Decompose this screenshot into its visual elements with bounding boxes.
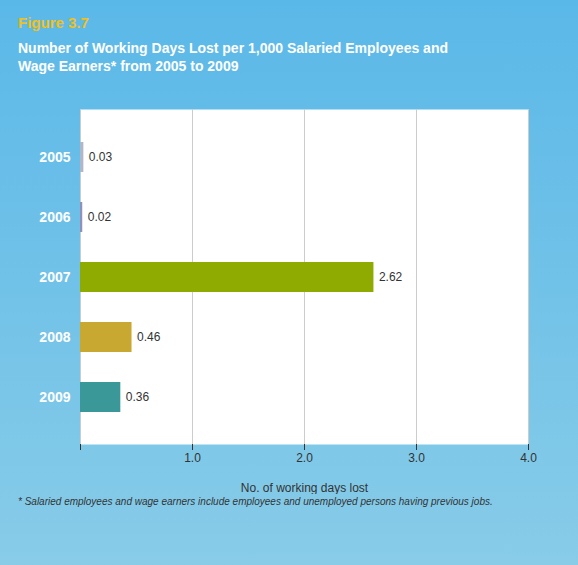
svg-text:3.0: 3.0 bbox=[408, 451, 425, 465]
svg-text:2008: 2008 bbox=[39, 329, 70, 345]
svg-text:1.0: 1.0 bbox=[184, 451, 201, 465]
svg-text:0.46: 0.46 bbox=[137, 330, 161, 344]
html-text:* Salaried employees and wage: * Salaried employees and wage earners in… bbox=[18, 496, 493, 507]
svg-text:2007: 2007 bbox=[39, 269, 70, 285]
svg-text:2005: 2005 bbox=[39, 149, 70, 165]
svg-text:2006: 2006 bbox=[39, 209, 70, 225]
svg-text:2009: 2009 bbox=[39, 389, 70, 405]
svg-text:0.02: 0.02 bbox=[88, 210, 112, 224]
svg-text:No. of working days lost: No. of working days lost bbox=[241, 481, 369, 495]
svg-text:2.0: 2.0 bbox=[296, 451, 313, 465]
html-text:Wage Earners* from 2005 to 200: Wage Earners* from 2005 to 2009 bbox=[18, 58, 239, 74]
svg-text:2.62: 2.62 bbox=[379, 270, 403, 284]
svg-text:0.36: 0.36 bbox=[126, 390, 150, 404]
svg-text:4.0: 4.0 bbox=[520, 451, 537, 465]
html-text:Number of Working Days Lost pe: Number of Working Days Lost per 1,000 Sa… bbox=[18, 40, 448, 56]
html-text:Figure 3.7: Figure 3.7 bbox=[18, 14, 89, 31]
svg-text:0.03: 0.03 bbox=[89, 150, 113, 164]
